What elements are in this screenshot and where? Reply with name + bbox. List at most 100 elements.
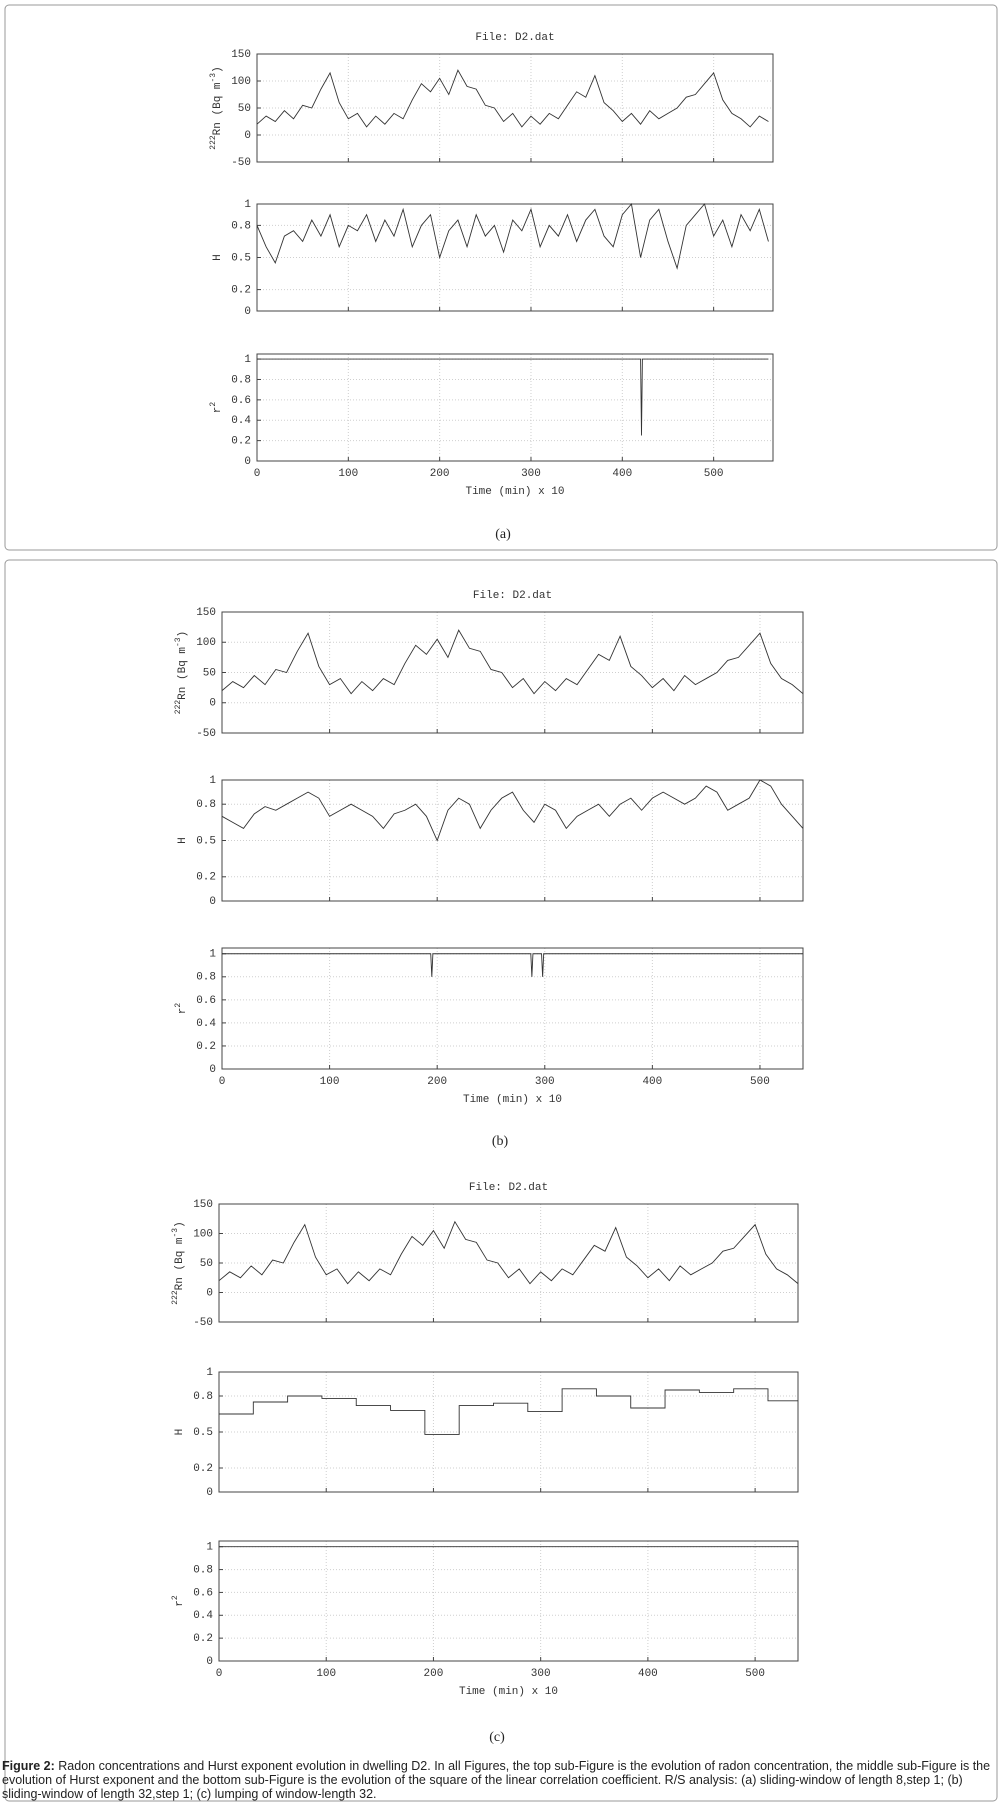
- y-tick-label: 0.8: [196, 799, 216, 811]
- x-axis-label: Time (min) x 10: [465, 486, 564, 498]
- x-tick-label: 0: [216, 1668, 223, 1680]
- plot-frame: [218, 1371, 799, 1493]
- y-tick-label: 50: [203, 667, 216, 679]
- data-line: [222, 953, 803, 977]
- y-axis-label-part: -3: [209, 73, 218, 83]
- y-axis-label: 222Rn (Bq m-3): [209, 66, 224, 149]
- y-tick-label: 1: [206, 1367, 213, 1379]
- y-tick-label: -50: [193, 1317, 213, 1329]
- y-axis-label-part: 222: [171, 1290, 180, 1305]
- y-axis-label-part: Rn (Bq m: [177, 647, 189, 700]
- x-tick-label: 100: [320, 1076, 340, 1088]
- x-tick-label: 400: [638, 1668, 658, 1680]
- y-tick-label: 100: [196, 637, 216, 649]
- y-tick-label: 0.8: [231, 374, 251, 386]
- y-tick-label: 0.2: [193, 1463, 213, 1475]
- x-tick-label: 500: [750, 1076, 770, 1088]
- data-line: [257, 358, 769, 436]
- y-axis-label: r2: [171, 1595, 186, 1607]
- y-tick-label: 0.2: [231, 285, 251, 297]
- y-tick-label: 0.8: [231, 220, 251, 232]
- y-tick-label: 0: [209, 1064, 216, 1076]
- panel-label: (a): [495, 527, 511, 542]
- y-axis-label-part: r: [177, 1008, 189, 1015]
- x-tick-label: 0: [254, 468, 261, 480]
- plot-frame: [256, 53, 774, 163]
- plot-frame: [221, 779, 804, 902]
- y-tick-label: 100: [231, 76, 251, 88]
- y-axis-label: r2: [209, 402, 224, 414]
- y-tick-label: 150: [231, 49, 251, 61]
- y-tick-label: 150: [196, 607, 216, 619]
- y-tick-label: 0.6: [231, 395, 251, 407]
- y-tick-label: -50: [231, 157, 251, 169]
- plot-frame: [218, 1203, 799, 1323]
- panel-frame: [4, 559, 998, 1802]
- panel-frame: [4, 4, 998, 551]
- x-axis-label: Time (min) x 10: [459, 1686, 558, 1698]
- y-tick-label: 0.5: [193, 1427, 213, 1439]
- y-tick-label: 0: [209, 896, 216, 908]
- y-tick-label: 1: [244, 199, 251, 211]
- y-tick-label: 0.8: [193, 1564, 213, 1576]
- y-axis-label-part: -3: [171, 1228, 180, 1238]
- y-axis-label-part: ): [174, 1221, 186, 1228]
- x-tick-label: 300: [535, 1076, 555, 1088]
- y-axis-label-part: 2: [174, 1003, 183, 1008]
- panel-label: (c): [489, 1730, 505, 1745]
- data-line: [218, 1220, 799, 1285]
- y-axis-label-part: ): [212, 66, 224, 73]
- y-axis-label-part: Rn (Bq m: [174, 1237, 186, 1290]
- plot-frame: [221, 611, 804, 734]
- x-axis-label: Time (min) x 10: [463, 1094, 562, 1106]
- x-tick-label: 500: [745, 1668, 765, 1680]
- y-tick-label: 0: [209, 698, 216, 710]
- y-tick-label: 0.8: [193, 1391, 213, 1403]
- y-tick-label: 0: [244, 456, 251, 468]
- y-axis-label: r2: [174, 1003, 189, 1015]
- data-line: [256, 69, 769, 128]
- y-axis-label-part: H: [177, 837, 189, 844]
- y-axis-label: H: [212, 254, 224, 261]
- y-tick-label: 0: [206, 1487, 213, 1499]
- y-tick-label: 1: [209, 949, 216, 961]
- x-tick-label: 300: [521, 468, 541, 480]
- y-tick-label: 0.4: [196, 1018, 216, 1030]
- caption-label: Figure 2:: [2, 1759, 55, 1773]
- caption: Figure 2: Radon concentrations and Hurst…: [2, 1759, 996, 1801]
- y-tick-label: 1: [209, 775, 216, 787]
- y-tick-label: 0.5: [196, 835, 216, 847]
- x-tick-label: 500: [704, 468, 724, 480]
- y-axis-label-part: H: [174, 1429, 186, 1436]
- x-tick-label: 300: [531, 1668, 551, 1680]
- plot-frame: [256, 203, 774, 312]
- x-tick-label: 100: [316, 1668, 336, 1680]
- y-tick-label: 0.2: [196, 1041, 216, 1053]
- y-tick-label: 0.5: [231, 252, 251, 264]
- y-tick-label: 0.2: [231, 436, 251, 448]
- y-tick-label: 1: [244, 354, 251, 366]
- x-tick-label: 200: [430, 468, 450, 480]
- y-axis-label-part: 2: [171, 1595, 180, 1600]
- y-axis-label-part: r: [174, 1600, 186, 1607]
- x-tick-label: 400: [612, 468, 632, 480]
- y-tick-label: 0.8: [196, 972, 216, 984]
- plot-frame: [218, 1540, 799, 1662]
- y-tick-label: 50: [200, 1258, 213, 1270]
- y-axis-label-part: 222: [209, 135, 218, 150]
- y-tick-label: 50: [238, 103, 251, 115]
- y-tick-label: 0.6: [193, 1587, 213, 1599]
- x-tick-label: 0: [219, 1076, 226, 1088]
- y-tick-label: 0.4: [231, 415, 251, 427]
- chart-title: File: D2.dat: [473, 590, 552, 602]
- y-axis-label: H: [174, 1429, 186, 1436]
- y-tick-label: 0.2: [193, 1633, 213, 1645]
- y-axis-label: 222Rn (Bq m-3): [174, 631, 189, 714]
- data-line: [221, 779, 804, 842]
- x-tick-label: 100: [338, 468, 358, 480]
- data-line: [221, 629, 804, 695]
- y-tick-label: 0.4: [193, 1610, 213, 1622]
- caption-text: Radon concentrations and Hurst exponent …: [2, 1759, 991, 1801]
- y-axis-label-part: 222: [174, 700, 183, 715]
